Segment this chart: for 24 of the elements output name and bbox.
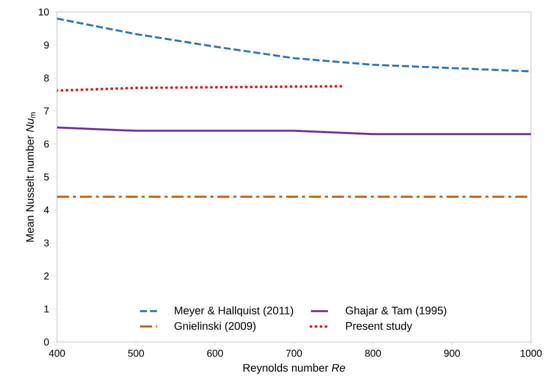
legend-label: Gnielinski (2009) <box>174 322 256 332</box>
x-tick-label: 600 <box>207 350 223 357</box>
x-tick-label: 1000 <box>520 350 542 357</box>
y-tick-label: 0 <box>44 338 49 346</box>
y-tick-label: 10 <box>38 8 49 16</box>
legend-label: Present study <box>346 322 412 332</box>
y-axis-title: Mean Nusselt number Nu$_{m}$ <box>26 112 36 242</box>
x-tick-label: 700 <box>286 350 302 357</box>
y-tick-label: 8 <box>44 74 49 82</box>
y-tick-label: 6 <box>44 140 49 148</box>
y-tick-label: 7 <box>44 107 49 114</box>
y-tick-label: 2 <box>44 272 49 280</box>
x-tick-label: 400 <box>48 350 65 357</box>
x-axis-title: Reynolds number Re <box>243 364 346 374</box>
y-tick-label: 9 <box>44 41 49 48</box>
y-tick-label: 4 <box>44 206 49 214</box>
y-tick-label: 3 <box>44 239 49 246</box>
legend-label: Ghajar & Tam (1995) <box>346 306 446 316</box>
y-tick-label: 1 <box>44 305 49 312</box>
legend-label: Meyer & Hallquist (2011) <box>174 306 294 316</box>
x-tick-label: 800 <box>365 350 381 357</box>
x-tick-label: 900 <box>444 350 460 357</box>
x-tick-label: 500 <box>128 350 144 357</box>
y-tick-label: 5 <box>44 173 49 180</box>
